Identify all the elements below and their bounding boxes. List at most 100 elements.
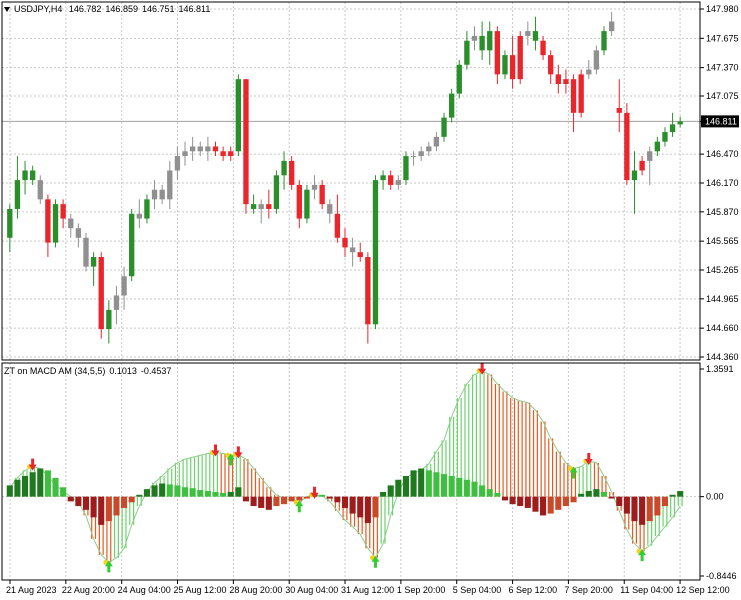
histogram-bar — [532, 496, 539, 512]
candle-body — [654, 141, 661, 152]
candle-body — [624, 112, 630, 181]
histogram-bar — [600, 491, 608, 497]
candle-body — [608, 21, 615, 32]
candle-body — [228, 151, 234, 157]
histogram-bar — [159, 483, 166, 497]
candle-body — [349, 247, 356, 253]
histogram-bar — [509, 496, 516, 505]
candle-body — [342, 237, 348, 248]
histogram-bar — [303, 496, 310, 499]
candle-body — [121, 276, 127, 296]
candle-body — [479, 35, 485, 51]
price-label: 145.870 — [706, 207, 739, 217]
candle-body — [388, 175, 394, 185]
histogram-bar — [479, 485, 486, 497]
histogram-bar — [380, 491, 387, 497]
histogram-bar — [281, 496, 288, 505]
histogram-bar — [265, 496, 272, 510]
candle-body — [502, 55, 508, 75]
histogram-bar — [425, 470, 432, 497]
candle-body — [113, 295, 120, 310]
candle-body — [601, 31, 607, 51]
candle-body — [357, 252, 363, 258]
ohlc-open: 146.782 — [68, 4, 102, 14]
histogram-bar — [181, 487, 189, 497]
chart-title-bar: USDJPY,H4 146.782 146.859 146.751 146.811 — [4, 4, 214, 14]
candle-body — [319, 184, 325, 205]
candle-body — [174, 156, 181, 171]
arrow-up-icon — [569, 466, 578, 479]
time-label: 12 Sep 12:00 — [676, 585, 730, 595]
candle-body — [365, 257, 371, 325]
histogram-bar — [235, 487, 242, 497]
candle-body — [647, 151, 653, 161]
candle-body — [266, 204, 272, 209]
histogram-bar — [456, 477, 463, 497]
histogram-bar — [410, 470, 417, 497]
histogram-bar — [113, 496, 120, 516]
candle-body — [235, 79, 242, 152]
histogram-bar — [372, 496, 379, 518]
candle-body — [426, 146, 432, 152]
time-label: 31 Aug 12:00 — [341, 585, 394, 595]
candle-body — [250, 204, 257, 209]
candle-body — [129, 213, 135, 277]
histogram-bar — [440, 474, 448, 497]
histogram-bar — [242, 496, 250, 502]
price-label: 147.675 — [706, 33, 739, 43]
arrow-down-icon — [478, 362, 487, 375]
candle-body — [433, 136, 440, 147]
histogram-bar — [501, 496, 509, 501]
histogram-bar — [143, 489, 150, 497]
histogram-bar — [250, 496, 257, 507]
histogram-bar — [623, 496, 630, 514]
candle-body — [494, 31, 501, 75]
time-label: 24 Aug 04:00 — [118, 585, 171, 595]
candle-body — [14, 180, 21, 209]
candle-body — [555, 74, 561, 84]
candle-body — [304, 189, 310, 219]
histogram-bar — [29, 472, 36, 497]
histogram-bar — [334, 496, 341, 503]
candle-body — [29, 170, 36, 181]
candle-body — [106, 309, 112, 330]
candle-body — [136, 213, 142, 219]
dropdown-triangle-icon[interactable] — [4, 7, 10, 13]
histogram-bar — [486, 489, 493, 497]
histogram-bar — [273, 496, 280, 507]
candle-body — [586, 69, 592, 75]
candle-body — [517, 35, 523, 80]
candle-body — [197, 146, 203, 152]
candle-body — [243, 79, 249, 205]
histogram-bar — [494, 492, 501, 497]
time-label: 11 Sep 04:00 — [620, 585, 673, 595]
candle-body — [45, 199, 51, 243]
histogram-bar — [669, 494, 676, 497]
histogram-bar — [121, 496, 128, 508]
time-label: 1 Sep 20:00 — [397, 585, 446, 595]
histogram-bar — [578, 493, 585, 497]
indicator-title-bar: ZT on MACD AM (34,5,5) 0.1013 -0.4537 — [4, 366, 175, 376]
candle-body — [441, 117, 447, 137]
histogram-bar — [349, 496, 356, 514]
candle-body — [334, 213, 341, 238]
price-label: 147.075 — [706, 91, 739, 101]
arrow-down-icon — [310, 486, 319, 499]
candle-body — [464, 40, 470, 65]
candle-body — [487, 31, 493, 51]
histogram-bar — [402, 475, 409, 497]
histogram-bar — [616, 496, 623, 507]
candle-body — [593, 50, 600, 70]
time-label: 30 Aug 04:00 — [285, 585, 338, 595]
price-label: 146.470 — [706, 149, 739, 159]
histogram-bar — [319, 494, 326, 497]
histogram-bar — [631, 496, 638, 522]
indicator-histogram — [6, 362, 684, 573]
histogram-bar — [433, 472, 440, 497]
indicator-axis-label: 0.00 — [706, 492, 724, 502]
histogram-bar — [60, 487, 67, 497]
histogram-bar — [136, 494, 143, 497]
time-label: 22 Aug 20:00 — [62, 585, 115, 595]
